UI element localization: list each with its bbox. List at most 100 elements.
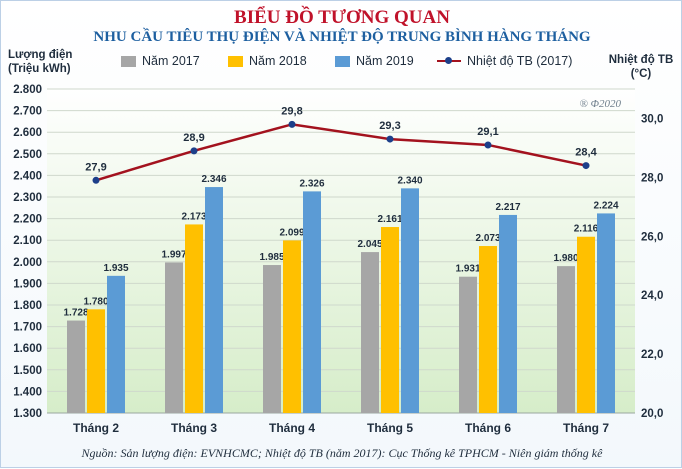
temperature-point [484, 141, 492, 149]
y2-tick-label: 28,0 [641, 172, 663, 184]
legend-item-2018: Năm 2018 [228, 54, 307, 68]
bar [597, 213, 615, 413]
temperature-point [288, 120, 296, 128]
bar [283, 240, 301, 413]
bar-value-label: 2.224 [593, 200, 618, 211]
legend-swatch-2018 [228, 55, 243, 67]
y-axis-left-label-line1: Lượng điện [8, 49, 73, 61]
y-tick-label: 1.800 [13, 300, 42, 312]
legend-label-temperature: Nhiệt độ TB (2017) [467, 54, 573, 68]
bar-value-label: 1.931 [455, 264, 480, 275]
bar [263, 265, 281, 413]
y-tick-label: 1.300 [13, 408, 42, 420]
y-tick-label: 1.900 [13, 278, 42, 290]
legend-swatch-2019 [335, 55, 350, 67]
bar-value-label: 2.116 [574, 224, 599, 235]
temperature-label: 27,9 [85, 161, 106, 173]
x-tick-label: Tháng 2 [73, 421, 119, 435]
x-tick-label: Tháng 7 [563, 421, 609, 435]
temperature-point [92, 176, 100, 184]
bar-value-label: 1.997 [161, 249, 186, 260]
bar [381, 227, 399, 413]
y2-tick-label: 22,0 [641, 349, 663, 361]
legend-label-2018: Năm 2018 [249, 54, 307, 68]
bar-value-label: 2.346 [201, 174, 226, 185]
temperature-label: 29,3 [379, 120, 400, 132]
x-tick-label: Tháng 3 [171, 421, 217, 435]
watermark: ® Φ2020 [580, 98, 622, 110]
source-note: Nguồn: Sản lượng điện: EVNHCMC; Nhiệt độ… [81, 446, 603, 460]
bar [87, 309, 105, 413]
y-tick-label: 2.500 [13, 149, 42, 161]
legend-line-temperature [437, 57, 461, 64]
y-tick-label: 2.700 [13, 106, 42, 118]
bar-value-label: 1.780 [83, 296, 108, 307]
y-axis-right-label-line2: (°C) [630, 68, 652, 80]
y2-tick-label: 26,0 [641, 231, 663, 243]
y-tick-label: 1.500 [13, 365, 42, 377]
y-tick-label: 1.400 [13, 386, 42, 398]
y2-tick-label: 30,0 [641, 113, 663, 125]
temperature-point [190, 147, 198, 155]
temperature-point [582, 162, 590, 170]
temperature-label: 29,1 [477, 126, 498, 138]
legend-item-2017: Năm 2017 [121, 54, 200, 68]
temperature-line [95, 123, 587, 182]
x-tick-label: Tháng 5 [367, 421, 413, 435]
y-axis-right-label-line1: Nhiệt độ TB [608, 54, 674, 66]
plot-area [47, 89, 635, 413]
bar [67, 320, 85, 413]
chart-subtitle: NHU CẦU TIÊU THỤ ĐIỆN VÀ NHIỆT ĐỘ TRUNG … [93, 29, 591, 45]
bar [459, 276, 477, 413]
y2-tick-label: 20,0 [641, 408, 663, 420]
legend-label-2017: Năm 2017 [142, 54, 200, 68]
bar-value-label: 2.099 [279, 227, 304, 238]
bar [205, 187, 223, 413]
legend-item-2019: Năm 2019 [335, 54, 414, 68]
bar-value-label: 2.173 [181, 211, 206, 222]
temperature-label: 28,4 [575, 147, 597, 159]
legend-label-2019: Năm 2019 [356, 54, 414, 68]
bar [165, 262, 183, 413]
bar-value-label: 2.326 [299, 178, 324, 189]
y2-tick-label: 24,0 [641, 290, 663, 302]
y-tick-label: 2.600 [13, 127, 42, 139]
bar [577, 236, 595, 413]
bar [479, 246, 497, 413]
bar [557, 266, 575, 413]
x-tick-label: Tháng 4 [269, 421, 315, 435]
y-axis-left-label-line2: (Triệu kWh) [8, 63, 71, 75]
y-tick-label: 2.000 [13, 257, 42, 269]
y-tick-label: 2.800 [13, 84, 42, 96]
temperature-label: 28,9 [183, 132, 204, 144]
y-tick-label: 2.200 [13, 214, 42, 226]
bar-value-label: 2.045 [357, 239, 382, 250]
legend-item-temperature: Nhiệt độ TB (2017) [437, 54, 572, 68]
bar [303, 191, 321, 413]
bar-value-label: 2.217 [495, 202, 520, 213]
bar-value-label: 2.340 [397, 175, 422, 186]
bar [361, 252, 379, 413]
bar [185, 224, 203, 413]
x-tick-label: Tháng 6 [465, 421, 511, 435]
y-tick-label: 2.400 [13, 170, 42, 182]
y-tick-label: 1.700 [13, 322, 42, 334]
temperature-point [386, 135, 394, 143]
y-axis-right-label: Nhiệt độ TB (°C) [604, 53, 678, 81]
legend-swatch-2017 [121, 55, 136, 67]
bar [401, 188, 419, 413]
bar-value-label: 1.728 [63, 308, 88, 319]
bar-value-label: 2.073 [475, 233, 500, 244]
y-tick-label: 1.600 [13, 343, 42, 355]
chart-title: BIỂU ĐỒ TƯƠNG QUAN [234, 7, 450, 28]
bar-value-label: 1.980 [553, 253, 578, 264]
y-tick-label: 2.100 [13, 235, 42, 247]
bar-value-label: 2.161 [377, 214, 402, 225]
temperature-label: 29,8 [281, 105, 302, 117]
y-tick-label: 2.300 [13, 192, 42, 204]
bar-value-label: 1.985 [259, 252, 284, 263]
y-axis-left-label: Lượng điện (Triệu kWh) [8, 48, 72, 76]
bar-value-label: 1.935 [103, 263, 128, 274]
